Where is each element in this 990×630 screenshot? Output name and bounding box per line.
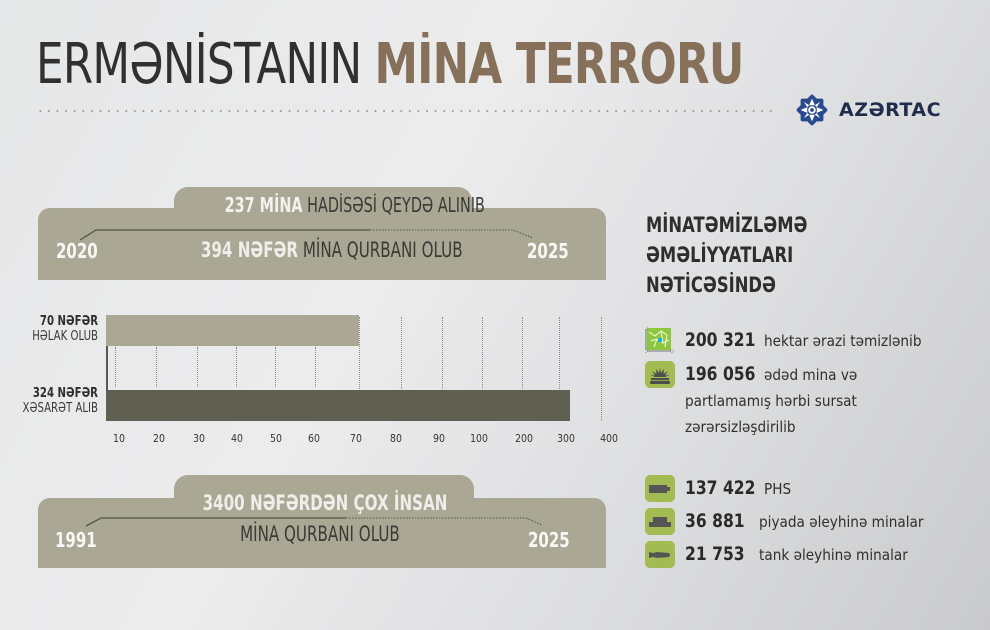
grid-line — [115, 347, 116, 387]
year-end: 2025 — [528, 528, 570, 552]
timeline-line — [80, 229, 534, 241]
stat-number: 137 422 — [685, 477, 756, 499]
stat-uxo: 137 422 PHS — [645, 475, 795, 502]
label-injured: 324 NƏFƏR XƏSARƏT ALIB — [22, 386, 98, 416]
demining-title: MİNATƏMİZLƏMƏ ƏMƏLİYYATLARI NƏTİCƏSİNDƏ — [646, 213, 808, 297]
x-tick: 80 — [390, 432, 402, 445]
headline-mine-incidents: 237 MİNA HADİSƏSİ QEYDƏ ALINIB — [224, 193, 485, 217]
headline-total-victims: 3400 NƏFƏRDƏN ÇOX İNSAN — [202, 491, 448, 515]
grid-line — [559, 317, 560, 389]
x-tick: 90 — [433, 432, 445, 445]
azertac-emblem-icon — [796, 94, 828, 126]
year-start: 1991 — [55, 528, 97, 552]
stat-description: hektar ərazi təmizlənib — [763, 332, 922, 350]
azertac-logo-text: AZƏRTAC — [839, 99, 942, 121]
stat-description: partlamamış hərbi sursat — [685, 392, 857, 410]
stat-number: 196 056 — [685, 363, 756, 385]
grid-line — [156, 347, 157, 387]
stat-description: tank əleyhinə minalar — [758, 546, 908, 564]
x-tick: 200 — [515, 432, 533, 445]
grid-line — [359, 317, 360, 389]
x-tick: 40 — [231, 432, 243, 445]
stat-description: piyada əleyhinə minalar — [758, 513, 924, 531]
grid-line — [522, 317, 523, 389]
x-tick: 60 — [308, 432, 320, 445]
year-end: 2025 — [527, 239, 569, 263]
grid-line — [236, 347, 237, 387]
antipersonnel-mine-icon — [645, 508, 675, 535]
x-tick: 50 — [270, 432, 282, 445]
label-killed: 70 NƏFƏR HƏLAK OLUB — [32, 314, 99, 344]
x-tick: 70 — [350, 432, 362, 445]
grid-line — [601, 317, 602, 421]
map-area-icon — [645, 327, 675, 354]
stat-area-cleared: 200 321 hektar ərazi təmizlənib — [645, 327, 943, 354]
bar-killed — [106, 315, 359, 346]
stat-antipersonnel-mines: 36 881 piyada əleyhinə minalar — [645, 508, 946, 535]
stat-description: zərərsizləşdirilib — [685, 418, 796, 436]
stat-antitank-mines: 21 753 tank əleyhinə minalar — [645, 541, 928, 568]
x-tick: 300 — [557, 432, 575, 445]
x-tick: 100 — [470, 432, 488, 445]
stat-number: 21 753 — [685, 543, 745, 565]
x-tick: 30 — [193, 432, 205, 445]
title-part-1: ERMƏNİSTANIN — [36, 32, 362, 97]
stat-description: PHS — [763, 480, 792, 498]
stat-number: 200 321 — [685, 329, 756, 351]
grid-line — [401, 317, 402, 389]
stat-number: 36 881 — [685, 510, 745, 532]
subline-victims: 394 NƏFƏR MİNA QURBANI OLUB — [200, 238, 463, 262]
timeline-line — [86, 517, 543, 527]
page-title: ERMƏNİSTANIN MİNA TERRORU — [36, 30, 744, 100]
explosion-icon — [645, 361, 675, 388]
antitank-mine-icon — [645, 541, 675, 568]
stat-mines-neutralized: 196 056 ədəd mina və partlamamış hərbi s… — [645, 361, 880, 440]
subline-victims: MİNA QURBANI OLUB — [240, 522, 400, 546]
azertac-logo: AZƏRTAC — [793, 91, 941, 129]
bar-injured — [106, 390, 570, 421]
grid-line — [315, 347, 316, 387]
x-tick: 400 — [600, 432, 618, 445]
battery-uxo-icon — [645, 475, 675, 502]
grid-line — [275, 347, 276, 387]
x-tick: 20 — [153, 432, 165, 445]
year-start: 2020 — [56, 239, 98, 263]
title-part-2: MİNA TERRORU — [374, 32, 744, 97]
grid-line — [442, 317, 443, 389]
x-tick: 10 — [113, 432, 125, 445]
stat-description: ədəd mina və — [763, 366, 858, 384]
title-dotted-divider — [36, 110, 778, 112]
grid-line — [197, 347, 198, 387]
y-axis — [106, 346, 108, 392]
grid-line — [482, 317, 483, 389]
